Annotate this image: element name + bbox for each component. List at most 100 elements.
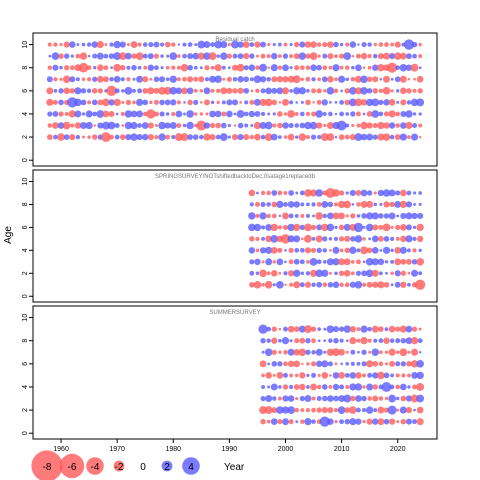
residual-bubble	[362, 225, 366, 229]
residual-bubble	[137, 42, 142, 47]
residual-bubble	[236, 63, 245, 72]
residual-bubble	[87, 135, 91, 139]
residual-bubble	[278, 385, 282, 389]
residual-bubble	[399, 75, 407, 83]
residual-bubble	[317, 135, 322, 140]
residual-bubble	[78, 62, 89, 73]
residual-bubble	[406, 88, 412, 94]
residual-bubble	[339, 111, 344, 117]
residual-bubble	[403, 39, 415, 50]
residual-bubble	[356, 338, 361, 343]
residual-bubble	[198, 76, 205, 83]
residual-bubble	[361, 41, 367, 48]
residual-bubble	[124, 86, 133, 95]
residual-bubble	[390, 271, 394, 276]
residual-bubble	[265, 87, 273, 95]
residual-bubble	[411, 212, 418, 220]
residual-bubble	[243, 87, 250, 94]
residual-bubble	[216, 54, 220, 58]
residual-bubble	[271, 76, 278, 83]
residual-bubble	[327, 53, 334, 60]
residual-bubble	[287, 270, 295, 277]
residual-bubble	[299, 395, 306, 402]
residual-bubble	[294, 213, 299, 218]
residual-bubble	[316, 407, 322, 413]
residual-bubble	[396, 408, 400, 412]
residual-bubble	[412, 248, 417, 253]
residual-bubble	[304, 223, 312, 232]
residual-bubble	[327, 76, 334, 83]
x-tick-label: 1960	[53, 446, 69, 453]
residual-bubble	[355, 190, 362, 196]
y-tick-label: 0	[22, 294, 29, 298]
residual-bubble	[412, 384, 418, 390]
residual-bubble	[309, 269, 318, 277]
residual-bubble	[243, 53, 250, 60]
residual-bubble	[58, 111, 64, 117]
residual-bubble	[418, 112, 422, 116]
residual-bubble	[271, 99, 278, 106]
residual-bubble	[68, 110, 76, 118]
residual-bubble	[277, 190, 283, 196]
residual-bubble	[187, 99, 193, 106]
residual-bubble	[365, 258, 374, 266]
x-tick-label: 1980	[165, 446, 181, 453]
residual-bubble	[371, 269, 379, 277]
residual-bubble	[373, 202, 378, 207]
residual-bubble	[367, 54, 372, 59]
residual-bubble	[349, 246, 357, 255]
residual-bubble	[417, 338, 423, 344]
residual-bubble	[187, 53, 194, 60]
residual-bubble	[63, 41, 70, 48]
residual-bubble	[412, 191, 417, 195]
residual-bubble	[280, 234, 291, 244]
residual-bubble	[171, 111, 176, 117]
residual-bubble	[197, 40, 206, 49]
residual-bubble	[396, 420, 400, 424]
residual-bubble	[277, 54, 282, 59]
residual-bubble	[300, 202, 305, 207]
residual-bubble	[203, 122, 211, 129]
residual-bubble	[124, 121, 133, 130]
residual-bubble	[266, 326, 272, 332]
residual-bubble	[344, 88, 350, 94]
residual-bubble	[356, 248, 361, 253]
residual-bubble	[220, 87, 228, 95]
residual-bubble	[204, 77, 210, 82]
residual-bubble	[360, 75, 368, 84]
residual-bubble	[137, 65, 142, 70]
residual-bubble	[299, 190, 305, 196]
residual-bubble	[266, 213, 271, 219]
residual-bubble	[344, 372, 350, 378]
residual-bubble	[333, 236, 339, 242]
x-axis-title: Year	[224, 462, 245, 473]
residual-bubble	[92, 53, 98, 59]
residual-bubble	[338, 395, 346, 402]
residual-bubble	[390, 42, 395, 47]
residual-bubble	[270, 235, 279, 243]
residual-bubble	[333, 395, 339, 402]
residual-bubble	[249, 134, 255, 140]
y-tick-label: 6	[22, 362, 29, 366]
residual-bubble	[372, 361, 379, 367]
residual-bubble	[259, 247, 267, 254]
residual-bubble	[53, 89, 58, 93]
residual-bubble	[340, 362, 343, 366]
residual-bubble	[288, 190, 294, 196]
residual-bubble	[366, 190, 373, 196]
residual-bubble	[389, 360, 396, 367]
residual-bubble	[395, 361, 401, 367]
residual-bubble	[368, 350, 372, 354]
residual-bubble	[412, 53, 417, 59]
residual-bubble	[406, 248, 411, 253]
residual-bubble	[339, 99, 345, 105]
residual-bubble	[114, 134, 120, 140]
residual-bubble	[336, 120, 347, 131]
residual-bubble	[267, 112, 271, 116]
residual-bubble	[294, 247, 300, 253]
residual-bubble	[171, 135, 176, 140]
residual-bubble	[360, 87, 368, 95]
residual-bubble	[354, 280, 363, 289]
residual-bubble	[228, 66, 231, 70]
residual-bubble	[343, 258, 351, 266]
